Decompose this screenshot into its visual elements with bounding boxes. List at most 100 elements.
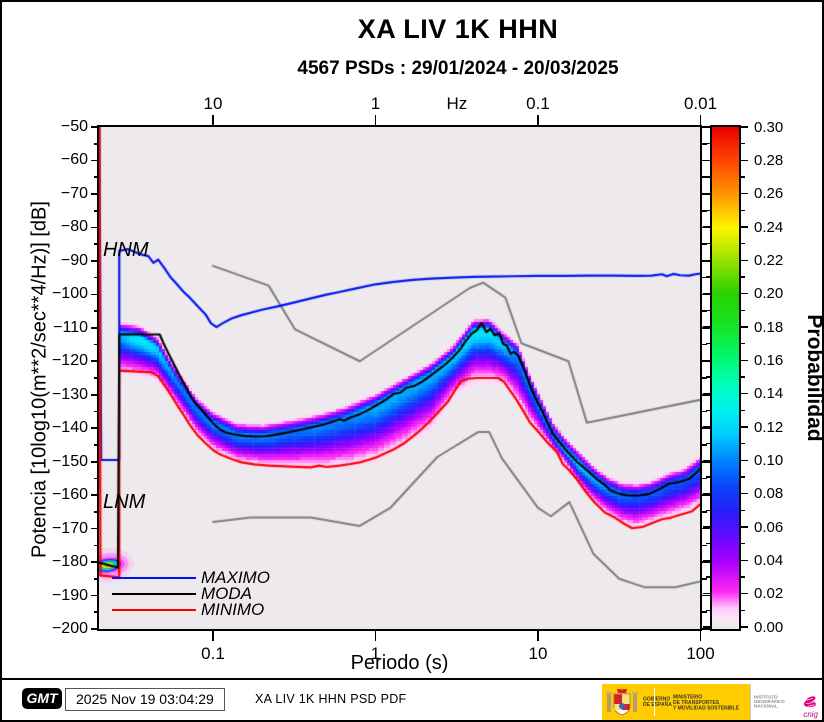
colorbar-tick-label: 0.00 [754, 618, 784, 636]
colorbar-tick [741, 442, 745, 445]
gobierno-espana-logo: GOBIERNO DE ESPAÑA MINISTERIO DE TRANSPO… [602, 684, 750, 720]
y-axis-title: Potencia [10log10(m**2/sec**4/Hz)] [dB] [28, 201, 51, 558]
y-axis-tick [94, 477, 99, 480]
ign-logo: INSTITUTO GEOGRÁFICO NACIONAL cnig [750, 684, 819, 720]
y-axis-tick-right [702, 393, 710, 396]
y-axis-tick-right [702, 276, 707, 279]
ministerio-line1: MINISTERIO [672, 693, 702, 700]
colorbar-tick-left [703, 192, 710, 195]
y-axis-tick [94, 243, 99, 246]
colorbar-tick [741, 292, 748, 295]
colorbar-tick-label: 0.06 [754, 518, 784, 536]
colorbar-tick [741, 409, 745, 412]
colorbar-tick [741, 276, 745, 278]
colorbar-tick-left [706, 542, 710, 545]
bottom-axis-tick [212, 631, 214, 641]
bottom-axis-tick [374, 631, 377, 641]
y-tick-label: −200 [51, 620, 88, 637]
y-axis-tick-right [702, 243, 707, 246]
hnm-annotation: HNM [103, 239, 149, 261]
colorbar-tick-left [703, 459, 710, 462]
y-axis-tick [91, 494, 99, 497]
logo-divider [654, 688, 655, 716]
colorbar-tick [741, 226, 748, 228]
y-tick-label: −80 [60, 218, 88, 236]
legend-label: MINIMO [201, 600, 265, 619]
colorbar-tick [741, 159, 748, 162]
top-tick-label: Hz [446, 94, 468, 113]
colorbar-tick [741, 592, 748, 595]
colorbar-tick-left [703, 292, 710, 295]
top-tick-label: 1 [370, 94, 381, 113]
y-axis-tick [94, 276, 99, 279]
colorbar-tick-left [703, 526, 710, 528]
y-axis-tick [94, 142, 99, 145]
colorbar-tick [741, 342, 745, 345]
y-axis-tick [94, 611, 99, 614]
y-axis-tick-right [702, 611, 707, 614]
y-tick-label: −190 [51, 586, 88, 604]
gobierno-line2: DE ESPAÑA [643, 702, 672, 708]
colorbar-tick [741, 459, 748, 462]
colorbar-tick-label: 0.30 [754, 118, 784, 136]
y-tick-label: −50 [60, 118, 88, 135]
y-axis-tick [91, 126, 99, 128]
y-tick-label: −160 [51, 486, 88, 504]
y-axis-tick [91, 327, 99, 329]
colorbar-tick-left [706, 376, 710, 378]
bottom-tick-label: 1 [370, 644, 381, 663]
colorbar-tick-left [706, 176, 710, 178]
y-tick-label: −90 [60, 251, 88, 269]
colorbar-tick-label: 0.04 [754, 551, 784, 569]
colorbar-tick-left [703, 226, 710, 228]
y-axis-tick [91, 193, 99, 195]
y-axis-tick [94, 377, 99, 379]
legend-label: MODA [201, 584, 252, 603]
ign-line3: NACIONAL [754, 703, 778, 709]
y-axis-tick [94, 511, 99, 513]
top-axis-tick [537, 115, 539, 125]
y-axis-tick [91, 293, 99, 296]
y-tick-label: −70 [60, 184, 88, 202]
y-axis-tick [91, 460, 99, 463]
colorbar-tick-left [706, 309, 710, 312]
y-axis-tick-right [702, 377, 707, 379]
colorbar-tick [741, 176, 745, 178]
pdf-heatmap-canvas [99, 127, 700, 629]
y-axis-tick-right [702, 343, 707, 346]
colorbar-tick-left [703, 559, 710, 562]
y-axis-tick [91, 226, 99, 229]
y-axis-tick-right [702, 310, 707, 312]
y-axis-tick [91, 427, 99, 430]
colorbar-tick [741, 259, 748, 262]
x-axis-title: Periodo (s) [350, 652, 449, 674]
y-axis-tick [94, 176, 99, 179]
legend-label: MAXIMO [201, 568, 270, 587]
bottom-tick-label: 10 [528, 644, 548, 663]
footer-plot-label: XA LIV 1K HHN PSD PDF [255, 692, 407, 706]
colorbar-tick-label: 0.20 [754, 285, 784, 303]
colorbar-tick [741, 126, 748, 128]
y-axis-tick [94, 209, 99, 212]
y-tick-label: −130 [51, 385, 88, 403]
y-axis-tick [91, 561, 99, 563]
colorbar-tick [741, 542, 745, 545]
legend-item-minimo: MINIMO [112, 600, 265, 619]
y-axis-tick-right [702, 628, 710, 630]
colorbar-tick-left [706, 409, 710, 412]
y-tick-label: −110 [53, 318, 88, 336]
colorbar-tick-label: 0.28 [754, 151, 784, 169]
colorbar-tick-left [706, 509, 710, 512]
colorbar-tick-left [706, 242, 710, 245]
y-axis-tick-right [702, 511, 707, 513]
y-axis-tick-right [702, 176, 707, 179]
ign-line1: INSTITUTO [754, 694, 778, 700]
colorbar-tick-left [706, 209, 710, 212]
y-axis-tick-right [702, 527, 710, 530]
gmt-logo: GMT [22, 688, 62, 709]
spain-coat-of-arms-icon [606, 687, 638, 716]
y-axis-tick-right [702, 561, 710, 563]
gobierno-text: GOBIERNO DE ESPAÑA [643, 697, 672, 708]
y-axis-tick [94, 343, 99, 346]
